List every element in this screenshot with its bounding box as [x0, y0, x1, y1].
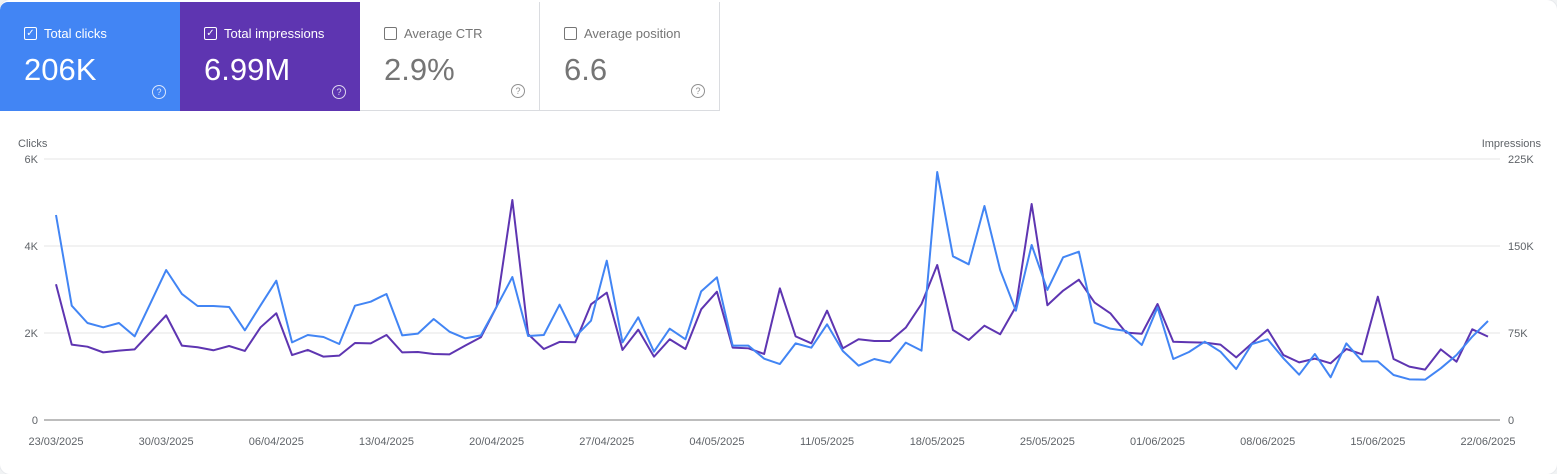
series-line-impressions: [55, 198, 1489, 371]
left-tick-label: 2K: [25, 328, 39, 340]
x-tick-label: 13/04/2025: [359, 436, 414, 448]
metric-label: Total clicks: [44, 26, 107, 41]
x-tick-label: 23/03/2025: [28, 436, 83, 448]
x-tick-label: 22/06/2025: [1460, 436, 1515, 448]
x-tick-label: 01/06/2025: [1130, 436, 1185, 448]
metric-card-average-ctr[interactable]: Average CTR 2.9% ?: [360, 2, 540, 111]
metric-card-average-position[interactable]: Average position 6.6 ?: [540, 2, 720, 111]
x-tick-label: 27/04/2025: [579, 436, 634, 448]
help-icon[interactable]: ?: [691, 84, 705, 98]
metric-value: 206K: [24, 52, 97, 87]
x-tick-label: 18/05/2025: [910, 436, 965, 448]
help-icon[interactable]: ?: [511, 84, 525, 98]
metric-value: 6.6: [564, 52, 608, 87]
left-axis-label: Clicks: [18, 138, 48, 150]
checkbox-unchecked-icon[interactable]: [384, 27, 397, 40]
series-line-clicks: [55, 171, 1489, 381]
checkbox-unchecked-icon[interactable]: [564, 27, 577, 40]
right-tick-label: 150K: [1508, 241, 1534, 253]
right-tick-label: 0: [1508, 415, 1514, 427]
metric-label: Average CTR: [404, 26, 483, 41]
x-tick-label: 30/03/2025: [139, 436, 194, 448]
x-tick-label: 06/04/2025: [249, 436, 304, 448]
left-tick-label: 0: [32, 415, 38, 427]
metric-label: Average position: [584, 26, 681, 41]
x-tick-label: 25/05/2025: [1020, 436, 1075, 448]
metric-card-total-clicks[interactable]: ✓ Total clicks 206K ?: [0, 2, 180, 111]
metric-card-total-impressions[interactable]: ✓ Total impressions 6.99M ?: [180, 2, 360, 111]
x-tick-label: 11/05/2025: [800, 436, 854, 448]
help-icon[interactable]: ?: [152, 85, 166, 99]
metric-value: 6.99M: [204, 52, 291, 87]
help-icon[interactable]: ?: [332, 85, 346, 99]
x-tick-label: 08/06/2025: [1240, 436, 1295, 448]
x-tick-label: 20/04/2025: [469, 436, 524, 448]
metric-value: 2.9%: [384, 52, 455, 87]
right-tick-label: 225K: [1508, 154, 1534, 166]
metric-label: Total impressions: [224, 26, 325, 41]
metric-cards: ✓ Total clicks 206K ? ✓ Total impressions …: [0, 2, 720, 111]
right-axis-label: Impressions: [1482, 138, 1542, 150]
right-tick-label: 75K: [1508, 328, 1528, 340]
checkbox-checked-icon[interactable]: ✓: [204, 27, 217, 40]
left-tick-label: 6K: [25, 154, 39, 166]
left-tick-label: 4K: [25, 241, 39, 253]
checkbox-checked-icon[interactable]: ✓: [24, 27, 37, 40]
x-tick-label: 04/05/2025: [689, 436, 744, 448]
x-tick-label: 15/06/2025: [1350, 436, 1405, 448]
